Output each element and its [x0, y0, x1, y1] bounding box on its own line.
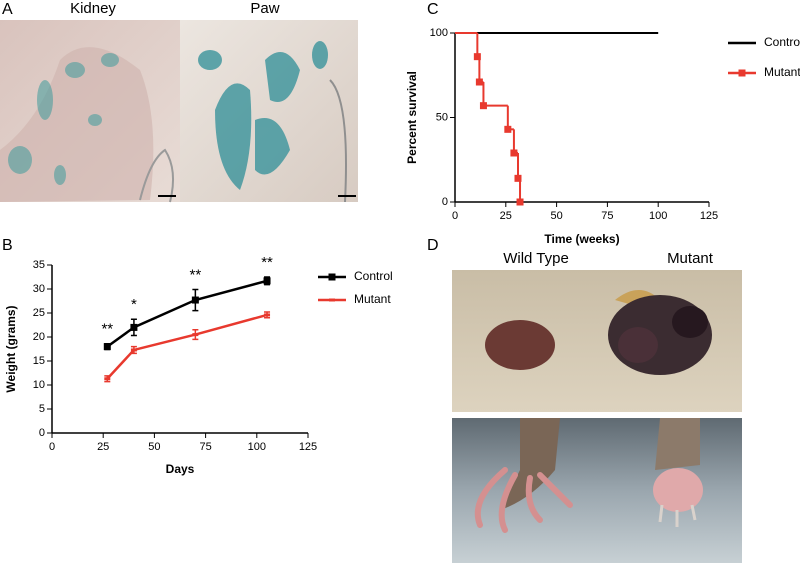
x-tick-label: 25	[500, 210, 512, 222]
panel-label: B	[2, 237, 13, 254]
marker	[738, 69, 746, 77]
marker	[473, 53, 481, 61]
x-tick-label: 0	[452, 210, 458, 222]
panel-label: A	[2, 1, 13, 18]
x-tick-label: 50	[550, 210, 562, 222]
y-tick-label: 25	[33, 307, 45, 319]
y-tick-label: 20	[33, 331, 45, 343]
marker	[475, 78, 483, 86]
histology-images	[0, 20, 358, 203]
y-tick-label: 0	[442, 196, 448, 208]
y-tick-label: 50	[436, 111, 448, 123]
marker	[479, 102, 487, 110]
x-tick-label: 0	[49, 441, 55, 453]
marker	[264, 313, 271, 317]
y-tick-label: 5	[39, 403, 45, 415]
marker	[192, 333, 199, 337]
photo-images	[452, 270, 742, 563]
x-axis-label: Days	[166, 462, 195, 476]
significance: *	[131, 296, 137, 313]
legend-label: Control	[354, 269, 393, 283]
panel-label: D	[427, 237, 439, 254]
y-tick-label: 30	[33, 283, 45, 295]
x-tick-label: 75	[601, 210, 613, 222]
y-tick-label: 0	[39, 427, 45, 439]
line	[106, 313, 268, 380]
wild-type-kidney	[485, 320, 555, 370]
x-tick-label: 50	[148, 441, 160, 453]
x-tick-label: 100	[248, 441, 266, 453]
marker	[516, 198, 524, 206]
y-axis-label: Weight (grams)	[4, 305, 18, 392]
marker	[103, 343, 111, 351]
image-label: Paw	[250, 0, 279, 17]
y-tick-label: 100	[430, 27, 448, 39]
marker	[328, 273, 336, 281]
marker	[514, 174, 522, 182]
panel-label: C	[427, 1, 439, 18]
marker	[191, 296, 199, 304]
x-tick-label: 125	[299, 441, 317, 453]
marker	[263, 277, 271, 285]
marker	[104, 377, 111, 381]
y-tick-label: 10	[33, 379, 45, 391]
x-axis-label: Time (weeks)	[544, 232, 619, 246]
y-axis-label: Percent survival	[405, 71, 419, 164]
x-tick-label: 125	[700, 210, 718, 222]
x-tick-label: 75	[199, 441, 211, 453]
marker	[329, 298, 335, 302]
significance: **	[261, 254, 273, 271]
x-tick-label: 25	[97, 441, 109, 453]
significance: **	[101, 321, 113, 338]
y-tick-label: 15	[33, 355, 45, 367]
line	[106, 279, 268, 348]
marker	[130, 323, 138, 331]
significance: **	[190, 266, 202, 283]
image-label: Mutant	[667, 250, 714, 267]
paw-image	[180, 20, 358, 202]
legend-label: Mutant	[354, 292, 391, 306]
legend-label: Mutant	[764, 65, 800, 79]
image-label: Wild Type	[503, 250, 569, 267]
marker	[130, 348, 137, 352]
image-label: Kidney	[70, 0, 116, 17]
x-tick-label: 100	[649, 210, 667, 222]
legend-label: Control	[764, 35, 800, 49]
y-tick-label: 35	[33, 259, 45, 271]
marker	[510, 149, 518, 157]
marker	[504, 125, 512, 133]
